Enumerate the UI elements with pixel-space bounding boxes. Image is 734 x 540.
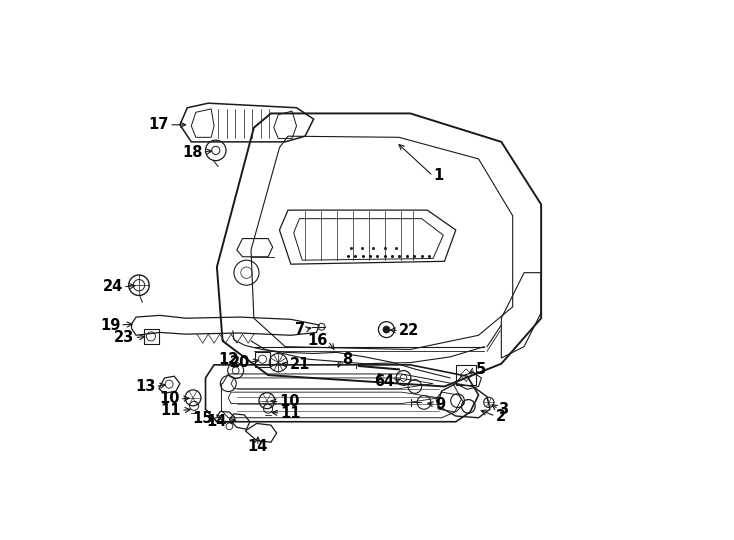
Circle shape: [383, 326, 390, 333]
Text: 6: 6: [374, 374, 384, 389]
Text: 20: 20: [230, 355, 250, 370]
Text: 2: 2: [495, 409, 506, 423]
Text: 9: 9: [435, 397, 446, 412]
Text: 24: 24: [103, 279, 123, 294]
Text: 17: 17: [149, 117, 169, 132]
Text: 3: 3: [498, 402, 509, 417]
Text: 1: 1: [433, 168, 443, 184]
Text: 15: 15: [192, 411, 212, 426]
Text: 11: 11: [161, 403, 181, 418]
Text: 22: 22: [399, 323, 419, 338]
Text: 11: 11: [280, 406, 301, 421]
Text: 8: 8: [342, 352, 352, 367]
Text: 18: 18: [182, 145, 203, 160]
Text: 10: 10: [159, 392, 180, 407]
Text: 14: 14: [207, 414, 227, 429]
Text: 5: 5: [476, 362, 486, 377]
Text: 16: 16: [308, 334, 328, 348]
Text: 4: 4: [383, 374, 393, 389]
Text: 7: 7: [295, 322, 305, 337]
Text: 19: 19: [100, 318, 120, 333]
Text: 10: 10: [280, 394, 300, 409]
Text: 14: 14: [247, 438, 268, 454]
Text: 12: 12: [218, 352, 239, 367]
Text: 13: 13: [135, 379, 156, 394]
Text: 21: 21: [290, 357, 310, 373]
Text: 23: 23: [115, 330, 134, 345]
